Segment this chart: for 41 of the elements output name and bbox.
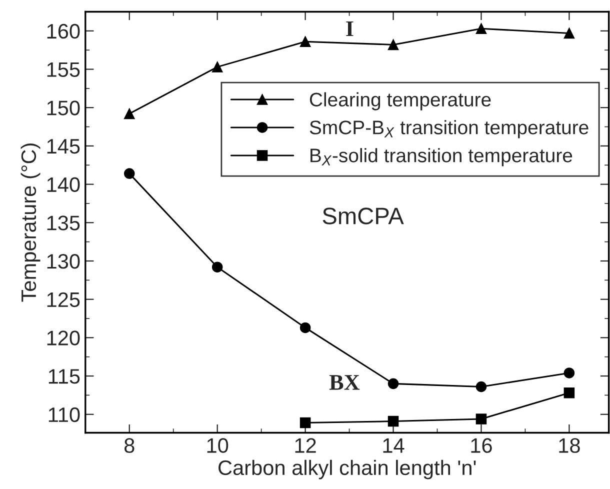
point — [300, 322, 311, 334]
x-tick-label: 14 — [383, 438, 404, 453]
y-tick-label: 150 — [47, 100, 80, 116]
point — [124, 168, 135, 179]
annotation: SmCPA — [322, 208, 404, 224]
y-tick-label: 140 — [47, 177, 80, 192]
y-axis-title: Temperature (°C) — [20, 144, 40, 302]
point — [476, 414, 487, 424]
x-tick-label: 12 — [295, 438, 316, 453]
point — [564, 368, 575, 378]
y-tick-label: 155 — [47, 62, 80, 78]
x-tick-label: 16 — [471, 438, 492, 453]
point — [564, 388, 575, 398]
point — [212, 262, 223, 272]
point — [476, 381, 487, 392]
legend-label: Clearing temperature — [310, 92, 491, 110]
y-tick-label: 125 — [47, 292, 80, 308]
point — [300, 36, 311, 48]
point — [212, 62, 223, 72]
point — [388, 416, 399, 427]
annotation: BX — [329, 375, 360, 390]
point — [388, 378, 399, 390]
y-tick-label: 110 — [48, 407, 80, 422]
x-tick-label: 18 — [559, 438, 580, 453]
annotation: I — [346, 21, 354, 36]
y-tick-label: 160 — [47, 24, 80, 39]
y-tick-label: 115 — [48, 369, 80, 384]
x-tick-label: 8 — [124, 438, 134, 453]
point — [124, 108, 135, 120]
y-tick-label: 145 — [47, 139, 80, 154]
y-tick-label: 130 — [47, 254, 80, 269]
point — [388, 39, 399, 50]
legend-label: SmCP-B$_{X}$ transition temperature — [310, 120, 588, 138]
y-tick-label: 120 — [47, 330, 80, 346]
point — [564, 28, 575, 39]
x-tick-label: 10 — [207, 438, 228, 453]
x-axis-title: Carbon alkyl chain length 'n' — [218, 460, 476, 480]
legend-label: B$_{X}$-solid transition temperature — [310, 148, 572, 166]
y-tick-label: 135 — [47, 216, 80, 230]
point — [476, 23, 487, 34]
point — [300, 417, 311, 428]
